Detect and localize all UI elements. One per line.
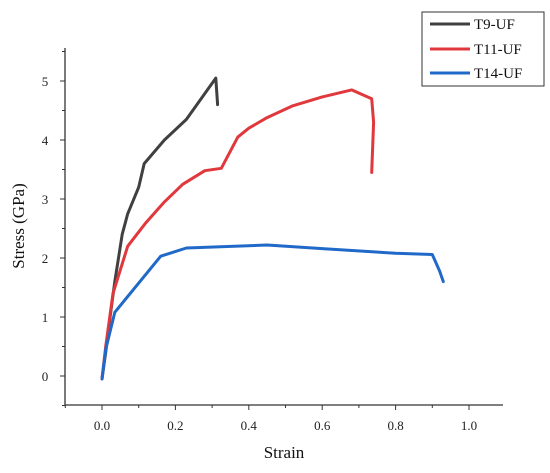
y-tick-label-1: 1 (42, 310, 49, 325)
y-tick-label-5: 5 (42, 74, 49, 89)
x-tick-label-5: 1.0 (461, 418, 477, 433)
x-tick-label-3: 0.6 (314, 418, 331, 433)
y-tick-label-2: 2 (42, 251, 49, 266)
x-tick-label-4: 0.8 (387, 418, 403, 433)
legend-label-t11-uf: T11-UF (474, 42, 522, 58)
x-tick-label-0: 0.0 (94, 418, 110, 433)
legend: T9-UF T11-UF T14-UF (421, 11, 545, 87)
y-tick-label-3: 3 (42, 192, 49, 207)
y-tick-label-4: 4 (42, 133, 49, 148)
x-axis-title: Strain (264, 443, 305, 462)
y-axis-title: Stress (GPa) (9, 183, 28, 268)
axis-ticks: 0.0 0.2 0.4 0.6 0.8 1.0 0 1 2 3 4 5 (42, 51, 477, 433)
legend-label-t14-uf: T14-UF (474, 66, 522, 82)
x-tick-label-1: 0.2 (167, 418, 183, 433)
legend-label-t9-uf: T9-UF (474, 17, 515, 33)
x-tick-label-2: 0.4 (241, 418, 258, 433)
series-line-t14-uf (100, 243, 445, 381)
data-series (100, 76, 445, 381)
series-line-t11-uf (100, 88, 376, 381)
axes (64, 48, 503, 406)
y-tick-label-0: 0 (42, 369, 49, 384)
series-line-t9-uf (100, 76, 220, 381)
